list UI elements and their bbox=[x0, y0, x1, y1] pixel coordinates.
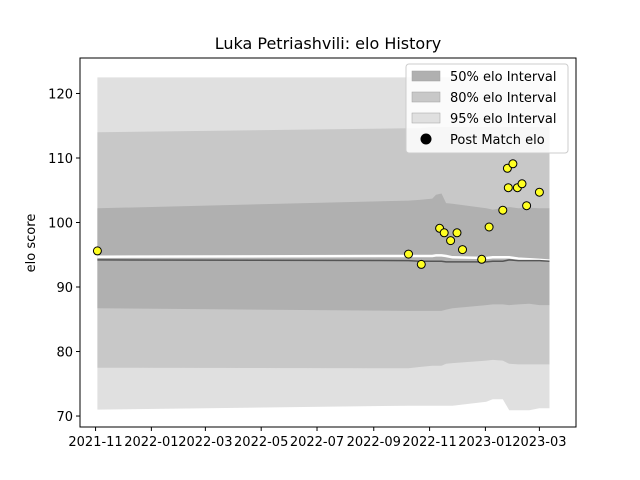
band-50-interval bbox=[97, 193, 550, 311]
legend: 50% elo Interval 80% elo Interval 95% elo … bbox=[405, 63, 569, 154]
x-tick-label: 2023-01 bbox=[458, 435, 512, 450]
x-tick-label: 2022-09 bbox=[347, 435, 401, 450]
post-match-elo-point bbox=[439, 228, 449, 238]
post-match-elo-point bbox=[534, 187, 544, 197]
x-tick-label: 2023-03 bbox=[512, 435, 566, 450]
legend-swatch bbox=[411, 70, 441, 82]
post-match-elo-point bbox=[92, 246, 102, 256]
x-tick-label: 2022-07 bbox=[290, 435, 344, 450]
y-tick-label: 100 bbox=[48, 217, 73, 232]
legend-label: Post Match elo bbox=[450, 133, 545, 148]
y-tick-label: 80 bbox=[56, 346, 73, 361]
legend-marker bbox=[420, 133, 432, 145]
post-match-elo-point bbox=[477, 254, 487, 264]
mean-elo-line bbox=[97, 259, 550, 263]
chart-title: Luka Petriashvili: elo History bbox=[215, 34, 442, 53]
legend-label: 95% elo Interval bbox=[450, 112, 557, 127]
plot-frame bbox=[79, 57, 577, 428]
x-tick-label: 2022-05 bbox=[234, 435, 288, 450]
y-tick-label: 70 bbox=[56, 410, 73, 425]
legend-swatch bbox=[411, 112, 441, 124]
post-match-elo-point bbox=[522, 201, 532, 211]
x-tick-label: 2021-11 bbox=[68, 435, 122, 450]
post-match-elo-point bbox=[452, 228, 462, 238]
y-tick-label: 90 bbox=[56, 281, 73, 296]
post-match-elo-point bbox=[498, 205, 508, 215]
x-tick-label: 2022-03 bbox=[178, 435, 232, 450]
post-match-elo-point bbox=[446, 236, 456, 246]
post-match-elo-point bbox=[484, 222, 494, 232]
x-tick-label: 2022-11 bbox=[402, 435, 456, 450]
legend-label: 50% elo Interval bbox=[450, 70, 557, 85]
post-match-elo-point bbox=[503, 183, 513, 193]
post-match-elo-point bbox=[508, 159, 518, 169]
y-axis-label: elo score bbox=[24, 214, 39, 273]
legend-swatch bbox=[411, 91, 441, 103]
post-match-elo-point bbox=[458, 245, 467, 255]
post-match-elo-point bbox=[404, 249, 413, 259]
post-match-elo-point bbox=[416, 259, 426, 269]
post-match-elo-point bbox=[517, 179, 527, 189]
y-tick-label: 120 bbox=[48, 87, 73, 102]
legend-box bbox=[405, 63, 569, 154]
upper-mean-line bbox=[97, 254, 550, 262]
y-tick-label: 110 bbox=[48, 152, 73, 167]
legend-label: 80% elo Interval bbox=[450, 91, 557, 106]
x-tick-label: 2022-01 bbox=[124, 435, 178, 450]
